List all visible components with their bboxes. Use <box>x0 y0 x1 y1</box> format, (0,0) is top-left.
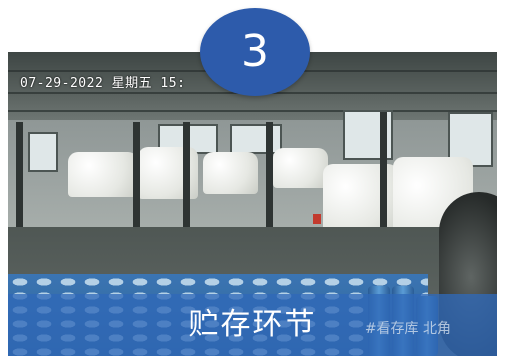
stacked-bags <box>68 152 138 197</box>
warehouse-photo-card: 07-29-2022 星期五 15: #看存库 北角 贮存环节 <box>8 52 497 356</box>
caption-bar <box>8 294 497 356</box>
stacked-bags <box>273 148 328 188</box>
steel-pillar <box>380 112 387 262</box>
camera-location-label: #看存库 北角 <box>364 321 451 337</box>
stacked-bags <box>203 152 258 194</box>
warehouse-window <box>230 124 282 154</box>
steel-pillar <box>266 122 273 232</box>
camera-timestamp: 07-29-2022 星期五 15: <box>20 76 186 91</box>
steel-pillar <box>183 122 190 232</box>
step-number: 3 <box>241 26 269 77</box>
warehouse-photo <box>8 52 497 356</box>
floor-sign <box>313 214 321 224</box>
roof-truss <box>8 110 497 112</box>
step-number-badge: 3 <box>200 8 310 96</box>
steel-pillar <box>133 122 140 242</box>
stage-caption: 贮存环节 <box>188 307 317 342</box>
steel-pillar <box>16 122 23 252</box>
warehouse-window <box>28 132 58 172</box>
